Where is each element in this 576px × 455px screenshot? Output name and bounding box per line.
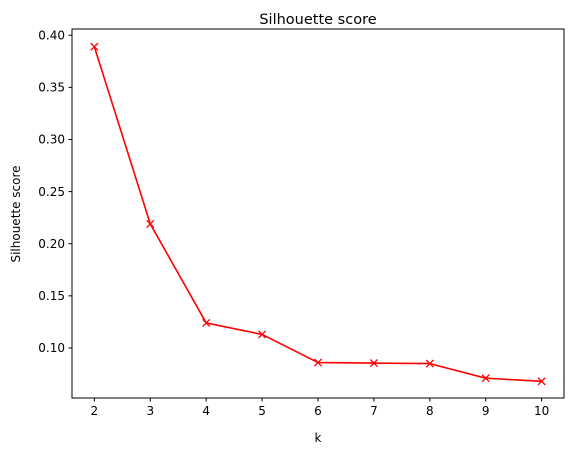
plot-frame: [71, 28, 565, 399]
y-axis-label: Silhouette score: [9, 165, 23, 262]
data-point-marker: [369, 359, 378, 368]
x-axis-label: k: [315, 431, 322, 445]
y-tick-label: 0.35: [38, 81, 65, 95]
data-point-marker: [313, 358, 323, 367]
series-line: [93, 46, 542, 383]
chart-title: Silhouette score: [259, 12, 376, 28]
y-tick-label: 0.15: [38, 289, 65, 303]
y-tick-label: 0.10: [38, 341, 65, 355]
x-tick-label: 4: [202, 404, 210, 418]
x-tick-label: 8: [426, 404, 434, 418]
data-point-marker: [537, 377, 546, 386]
data-point-marker: [202, 318, 211, 328]
data-point-marker: [90, 42, 99, 51]
data-point-marker: [481, 374, 490, 383]
x-tick-label: 9: [482, 404, 490, 418]
data-point-marker: [146, 219, 155, 228]
data-point-marker: [258, 330, 267, 339]
x-axis-ticks: 2 3 4 5 6 7 8 9 10: [91, 398, 549, 418]
x-tick-label: 5: [258, 404, 266, 418]
y-tick-label: 0.30: [38, 133, 65, 147]
x-tick-label: 3: [146, 404, 154, 418]
y-tick-label: 0.20: [38, 237, 65, 251]
series-layer: [90, 42, 546, 386]
y-axis-ticks: 0.10 0.15 0.20 0.25 0.30 0.35 0.40: [38, 28, 72, 355]
x-tick-label: 6: [314, 404, 322, 418]
y-tick-label: 0.25: [38, 185, 65, 199]
x-tick-label: 10: [534, 404, 549, 418]
x-tick-label: 7: [370, 404, 378, 418]
y-tick-label: 0.40: [38, 28, 65, 42]
data-point-marker: [425, 359, 434, 368]
x-tick-label: 2: [91, 404, 99, 418]
